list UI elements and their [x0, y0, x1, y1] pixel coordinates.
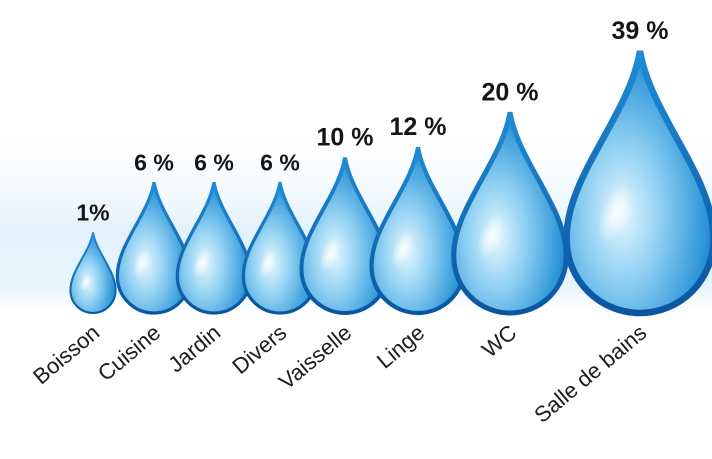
- value-label: 6 %: [260, 149, 300, 175]
- value-label: 6 %: [194, 149, 234, 175]
- value-label: 6 %: [134, 149, 174, 175]
- drop-mark: [69, 232, 117, 315]
- category-label: Boisson: [28, 320, 104, 389]
- drop-highlight: [79, 273, 91, 292]
- drop-mark: [451, 111, 569, 316]
- category-label: Jardin: [163, 320, 225, 378]
- category-label: Cuisine: [93, 320, 165, 386]
- drop-highlight: [597, 183, 633, 244]
- drop-highlight: [132, 248, 151, 279]
- value-labels-layer: 1% 6 % 6 % 6 % 10 % 12 % 20 % 39 %: [76, 17, 668, 225]
- drop-salle-de-bains: [563, 50, 712, 317]
- drop-highlight: [319, 236, 341, 272]
- drop-highlight: [258, 248, 277, 279]
- drop-jardin: [175, 181, 253, 315]
- drop-wc: [451, 111, 569, 316]
- value-label: 20 %: [482, 78, 539, 106]
- drop-highlight: [477, 213, 505, 260]
- drops-layer: [69, 50, 712, 317]
- category-label: Salle de bains: [529, 320, 651, 428]
- value-label: 39 %: [612, 17, 669, 45]
- category-label: Linge: [372, 320, 429, 374]
- drop-mark: [175, 181, 253, 315]
- value-label: 1%: [76, 199, 109, 225]
- drop-linge: [369, 146, 467, 315]
- value-label: 12 %: [390, 113, 447, 141]
- value-label: 10 %: [317, 124, 374, 152]
- category-label: Vaisselle: [274, 320, 356, 395]
- drop-highlight: [391, 231, 414, 269]
- drop-mark: [563, 50, 712, 317]
- drop-highlight: [192, 248, 211, 279]
- category-label: WC: [477, 320, 521, 363]
- drop-boisson: [69, 232, 117, 315]
